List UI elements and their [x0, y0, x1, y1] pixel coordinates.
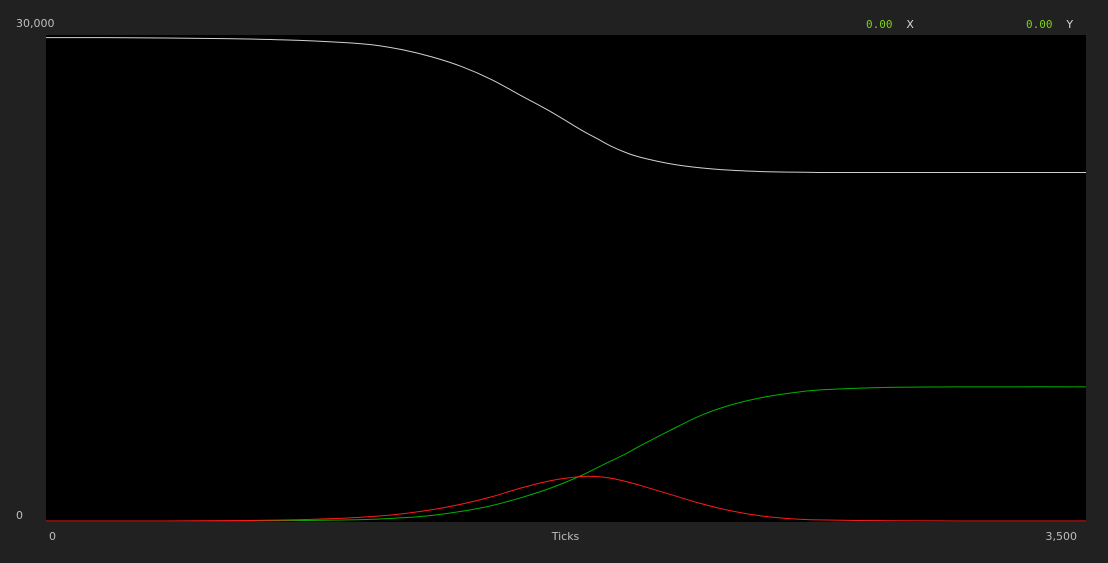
series-line-3	[46, 475, 1086, 522]
series-line-1	[46, 37, 1086, 173]
x-readout-value: 0.00	[866, 18, 893, 31]
plot-svg	[46, 37, 1086, 522]
y-readout-label: Y	[1066, 18, 1074, 31]
x-readout-label: X	[906, 18, 914, 31]
series-line-2	[46, 386, 1086, 522]
y-axis-max-label: 30,000	[16, 17, 55, 30]
plot-area[interactable]	[46, 35, 1086, 522]
x-axis-max-label: 3,500	[1045, 530, 1078, 543]
x-axis-title: Ticks	[551, 530, 580, 543]
x-readout: 0.00 X	[866, 17, 914, 32]
y-readout-value: 0.00	[1026, 18, 1053, 31]
y-axis-min-label: 0	[16, 509, 23, 522]
y-readout: 0.00 Y	[1026, 17, 1073, 32]
x-axis-min-label: 0	[49, 530, 56, 543]
